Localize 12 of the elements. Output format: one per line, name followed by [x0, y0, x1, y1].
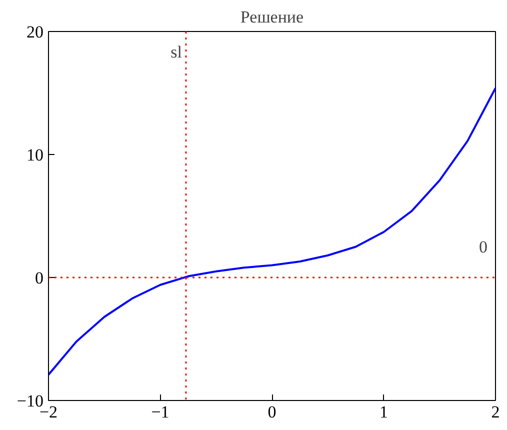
x-tick-label: −1 [151, 402, 170, 422]
y-tick-label: −10 [16, 392, 44, 410]
y-tick-label: 20 [26, 22, 44, 42]
ref-line-label: sl [170, 42, 182, 62]
ref-line-label: 0 [479, 238, 488, 256]
y-tick-label: 0 [35, 268, 44, 288]
x-tick-label: 0 [268, 402, 276, 422]
y-tick-label: 10 [26, 146, 44, 164]
x-tick-label: 2 [491, 402, 500, 422]
chart-title: Решение [240, 8, 304, 26]
line-series [48, 87, 496, 376]
x-tick-label: 1 [380, 402, 388, 422]
